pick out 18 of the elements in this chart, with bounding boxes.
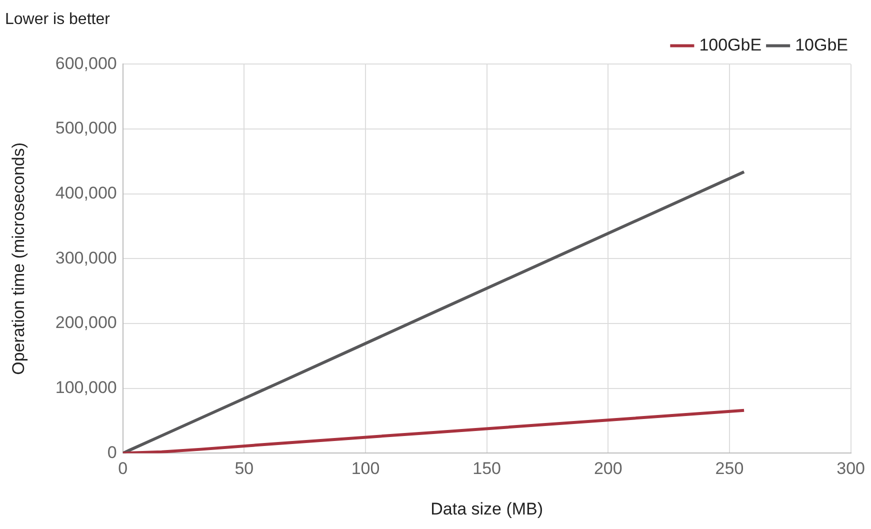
- x-tick-label: 300: [836, 459, 866, 478]
- x-tick-label: 250: [715, 459, 744, 478]
- y-tick-label: 200,000: [55, 313, 117, 332]
- y-tick-label: 600,000: [55, 54, 117, 73]
- x-tick-label: 200: [594, 459, 622, 478]
- y-tick-label: 100,000: [55, 378, 117, 398]
- y-axis-title: Operation time (microseconds): [8, 142, 28, 375]
- x-tick-label: 150: [472, 459, 502, 478]
- legend-label: 10GbE: [795, 35, 848, 54]
- x-tick-label: 50: [234, 459, 254, 478]
- y-tick-label: 0: [107, 442, 117, 462]
- x-axis-title: Data size (MB): [430, 499, 544, 518]
- chart-title: Lower is better: [5, 11, 111, 28]
- y-tick-label: 400,000: [55, 184, 117, 203]
- y-tick-label: 500,000: [55, 118, 117, 138]
- x-tick-label: 100: [351, 459, 380, 478]
- legend-label: 100GbE: [699, 35, 762, 54]
- y-tick-label: 300,000: [55, 248, 117, 268]
